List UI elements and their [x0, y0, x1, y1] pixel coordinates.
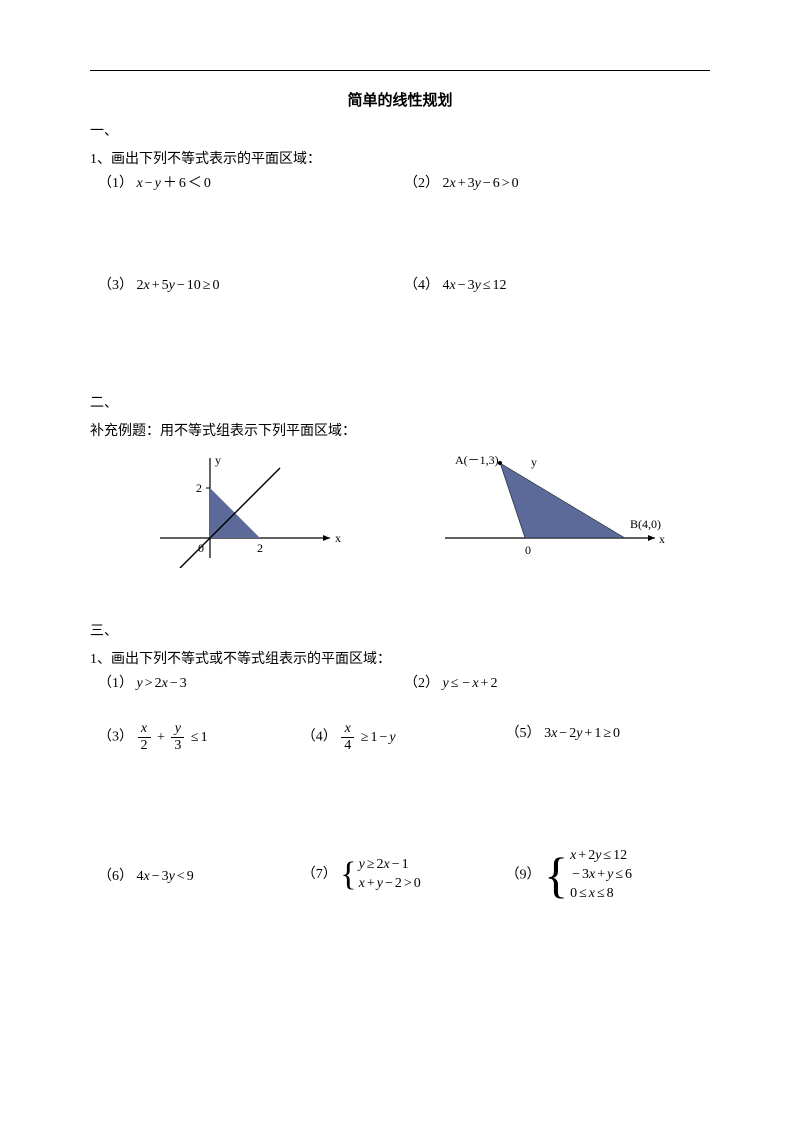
s3-expr-3: x2 + y3 ≤1 — [137, 730, 208, 745]
frac-n: y — [171, 722, 184, 738]
s1-item-3: （3） 2x+5y−10≥0 — [98, 274, 404, 294]
spacer — [90, 192, 710, 270]
spacer — [90, 588, 710, 612]
s3-item-3: （3） x2 + y3 ≤1 — [98, 722, 302, 753]
s3-label-4: （4） — [302, 730, 337, 745]
s3-item-5: （5） 3x−2y+1≥0 — [506, 722, 710, 753]
figures-row: y x 2 2 0 A(－1,3) y B(4,0) x 0 — [90, 448, 710, 568]
top-rule — [90, 70, 710, 71]
s1-item-1: （1） x−y＋6＜0 — [98, 172, 404, 192]
frac-d: 4 — [341, 738, 354, 753]
fig2-x-label: x — [659, 532, 665, 546]
s3-row-1: （1） y>2x−3 （2） y≤−x+2 — [90, 672, 710, 692]
frac-n: x — [138, 722, 151, 738]
fig1-x-label: x — [335, 531, 341, 545]
s3-label-6: （6） — [98, 869, 133, 884]
figure-2: A(－1,3) y B(4,0) x 0 — [400, 448, 710, 568]
s3-row-3: （6） 4x−3y<9 （7） { y≥2x−1 x+y−2>0 （9） { x… — [90, 847, 710, 904]
s1-expr-4: 4x−3y≤12 — [443, 278, 507, 293]
s3-label-3: （3） — [98, 730, 133, 745]
s3-expr-7: { y≥2x−1 x+y−2>0 — [340, 856, 420, 894]
fig1-origin: 0 — [198, 541, 204, 555]
section-2-heading: 二、 — [90, 392, 710, 412]
s1-row-1: （1） x−y＋6＜0 （2） 2x+3y−6>0 — [90, 172, 710, 192]
figure-1-svg: y x 2 2 0 — [140, 448, 350, 568]
s3-expr-9: { x+2y≤12 −3x+y≤6 0≤x≤8 — [544, 847, 632, 904]
s1-label-3: （3） — [98, 278, 133, 293]
s3-expr-6: 4x−3y<9 — [137, 869, 194, 884]
doc-title: 简单的线性规划 — [90, 89, 710, 110]
figure-2-svg: A(－1,3) y B(4,0) x 0 — [425, 448, 685, 568]
s3-item-4: （4） x4 ≥1−y — [302, 722, 506, 753]
s3-item-9: （9） { x+2y≤12 −3x+y≤6 0≤x≤8 — [506, 847, 710, 904]
plus: + — [155, 730, 167, 745]
fig2-origin: 0 — [525, 543, 531, 557]
s1-label-2: （2） — [404, 176, 439, 191]
s3-item-6: （6） 4x−3y<9 — [98, 865, 302, 885]
s3-item-7: （7） { y≥2x−1 x+y−2>0 — [302, 856, 506, 894]
frac-d: 3 — [171, 738, 184, 753]
section-1-prompt: 1、画出下列不等式表示的平面区域： — [90, 148, 710, 168]
s1-label-4: （4） — [404, 278, 439, 293]
s1-item-4: （4） 4x−3y≤12 — [404, 274, 710, 294]
s3-expr-2: y≤−x+2 — [443, 676, 498, 691]
s3-item-1: （1） y>2x−3 — [98, 672, 404, 692]
s3-label-2: （2） — [404, 676, 439, 691]
fig2-pointA: A(－1,3) — [455, 453, 499, 467]
section-2-prompt: 补充例题：用不等式组表示下列平面区域： — [90, 420, 710, 440]
s3-row-2: （3） x2 + y3 ≤1 （4） x4 ≥1−y （5） 3x−2y+1≥0 — [90, 722, 710, 753]
s1-label-1: （1） — [98, 176, 133, 191]
spacer — [90, 692, 710, 718]
section-1-heading: 一、 — [90, 120, 710, 140]
fig1-tick-y: 2 — [196, 481, 202, 495]
s3-label-1: （1） — [98, 676, 133, 691]
s3-label-7: （7） — [302, 868, 337, 883]
frac-n: x — [341, 722, 354, 738]
figure-1: y x 2 2 0 — [90, 448, 400, 568]
spacer — [90, 753, 710, 843]
page: 简单的线性规划 一、 1、画出下列不等式表示的平面区域： （1） x−y＋6＜0… — [0, 0, 800, 1132]
s3-expr-5: 3x−2y+1≥0 — [544, 726, 620, 741]
s3-item-2: （2） y≤−x+2 — [404, 672, 710, 692]
s3-expr-1: y>2x−3 — [137, 676, 187, 691]
s3-label-9: （9） — [506, 868, 541, 883]
fig2-y-label: y — [531, 455, 537, 469]
section-3-prompt: 1、画出下列不等式或不等式组表示的平面区域： — [90, 648, 710, 668]
s1-expr-1: x−y＋6＜0 — [137, 176, 211, 191]
fig1-y-label: y — [215, 453, 221, 467]
s3-label-5: （5） — [506, 726, 541, 741]
s1-expr-2: 2x+3y−6>0 — [443, 176, 519, 191]
fig2-pointB: B(4,0) — [630, 517, 661, 531]
frac-d: 2 — [138, 738, 151, 753]
s1-item-2: （2） 2x+3y−6>0 — [404, 172, 710, 192]
s1-expr-3: 2x+5y−10≥0 — [137, 278, 220, 293]
section-3-heading: 三、 — [90, 620, 710, 640]
s3-expr-4: x4 ≥1−y — [340, 730, 395, 745]
spacer — [90, 294, 710, 384]
s1-row-2: （3） 2x+5y−10≥0 （4） 4x−3y≤12 — [90, 274, 710, 294]
fig1-tick-x: 2 — [257, 541, 263, 555]
